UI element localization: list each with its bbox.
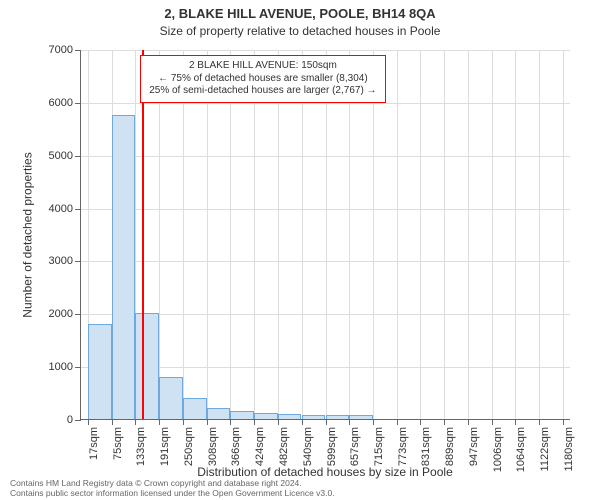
y-tick-label: 7000 — [49, 44, 73, 56]
y-tick-label: 3000 — [49, 255, 73, 267]
y-tick — [75, 156, 81, 157]
histogram-bar — [135, 313, 159, 419]
x-tick — [159, 419, 160, 425]
x-tick — [563, 419, 564, 425]
gridline-vertical — [373, 50, 374, 419]
chart-title: 2, BLAKE HILL AVENUE, POOLE, BH14 8QA — [0, 6, 600, 21]
y-tick — [75, 367, 81, 368]
x-tick — [207, 419, 208, 425]
gridline-vertical — [230, 50, 231, 419]
x-tick-label: 250sqm — [183, 427, 195, 466]
histogram-bar — [230, 411, 254, 419]
x-tick — [326, 419, 327, 425]
y-tick-label: 0 — [67, 414, 73, 426]
histogram-bar — [112, 115, 136, 419]
x-tick-label: 947sqm — [468, 427, 480, 466]
gridline-vertical — [349, 50, 350, 419]
gridline-vertical — [278, 50, 279, 419]
x-tick-label: 889sqm — [444, 427, 456, 466]
x-tick — [183, 419, 184, 425]
x-tick — [492, 419, 493, 425]
x-tick-label: 191sqm — [159, 427, 171, 466]
histogram-bar — [302, 415, 326, 419]
y-tick — [75, 209, 81, 210]
chart-container: 2, BLAKE HILL AVENUE, POOLE, BH14 8QA Si… — [0, 0, 600, 500]
histogram-bar — [278, 414, 302, 419]
x-tick — [112, 419, 113, 425]
gridline-vertical — [326, 50, 327, 419]
histogram-bar — [88, 324, 112, 419]
x-tick — [444, 419, 445, 425]
y-tick — [75, 261, 81, 262]
gridline-vertical — [468, 50, 469, 419]
gridline-vertical — [515, 50, 516, 419]
gridline-vertical — [254, 50, 255, 419]
gridline-vertical — [563, 50, 564, 419]
footer-line-2: Contains public sector information licen… — [10, 489, 335, 498]
x-tick — [88, 419, 89, 425]
histogram-bar — [207, 408, 231, 419]
gridline-vertical — [302, 50, 303, 419]
y-tick-label: 2000 — [49, 308, 73, 320]
x-tick-label: 482sqm — [278, 427, 290, 466]
x-tick — [539, 419, 540, 425]
x-tick-label: 308sqm — [207, 427, 219, 466]
y-tick-label: 6000 — [49, 97, 73, 109]
x-tick-label: 540sqm — [302, 427, 314, 466]
x-tick — [397, 419, 398, 425]
x-tick — [349, 419, 350, 425]
x-axis-title: Distribution of detached houses by size … — [80, 465, 570, 479]
y-tick — [75, 314, 81, 315]
property-marker-line — [142, 50, 144, 419]
chart-subtitle: Size of property relative to detached ho… — [0, 24, 600, 38]
x-tick-label: 17sqm — [88, 427, 100, 460]
gridline-vertical — [444, 50, 445, 419]
y-tick — [75, 420, 81, 421]
x-tick — [254, 419, 255, 425]
gridline-vertical — [539, 50, 540, 419]
x-tick-label: 657sqm — [349, 427, 361, 466]
x-tick — [230, 419, 231, 425]
x-tick — [373, 419, 374, 425]
gridline-vertical — [159, 50, 160, 419]
annotation-line: ← 75% of detached houses are smaller (8,… — [149, 73, 376, 86]
x-tick — [302, 419, 303, 425]
annotation-line: 2 BLAKE HILL AVENUE: 150sqm — [149, 60, 376, 73]
x-tick-label: 75sqm — [112, 427, 124, 460]
gridline-vertical — [207, 50, 208, 419]
x-tick — [135, 419, 136, 425]
annotation-line: 25% of semi-detached houses are larger (… — [149, 85, 376, 98]
x-tick-label: 366sqm — [230, 427, 242, 466]
y-axis-title: Number of detached properties — [18, 50, 38, 420]
plot-area: 0100020003000400050006000700017sqm75sqm1… — [80, 50, 570, 420]
gridline-vertical — [492, 50, 493, 419]
y-tick-label: 4000 — [49, 203, 73, 215]
gridline-vertical — [420, 50, 421, 419]
gridline-vertical — [397, 50, 398, 419]
histogram-bar — [159, 377, 183, 419]
x-tick — [278, 419, 279, 425]
y-tick-label: 5000 — [49, 150, 73, 162]
gridline-vertical — [183, 50, 184, 419]
x-tick-label: 133sqm — [135, 427, 147, 466]
y-tick — [75, 103, 81, 104]
x-tick — [468, 419, 469, 425]
x-tick-label: 715sqm — [373, 427, 385, 466]
footer-attribution: Contains HM Land Registry data © Crown c… — [10, 479, 335, 498]
x-tick-label: 599sqm — [326, 427, 338, 466]
histogram-bar — [254, 413, 278, 419]
histogram-bar — [326, 415, 350, 419]
x-tick-label: 773sqm — [397, 427, 409, 466]
y-tick-label: 1000 — [49, 361, 73, 373]
x-tick — [515, 419, 516, 425]
x-tick-label: 831sqm — [420, 427, 432, 466]
annotation-box: 2 BLAKE HILL AVENUE: 150sqm← 75% of deta… — [140, 55, 385, 103]
y-tick — [75, 50, 81, 51]
histogram-bar — [183, 398, 207, 419]
x-tick — [420, 419, 421, 425]
histogram-bar — [349, 415, 373, 419]
x-tick-label: 424sqm — [254, 427, 266, 466]
